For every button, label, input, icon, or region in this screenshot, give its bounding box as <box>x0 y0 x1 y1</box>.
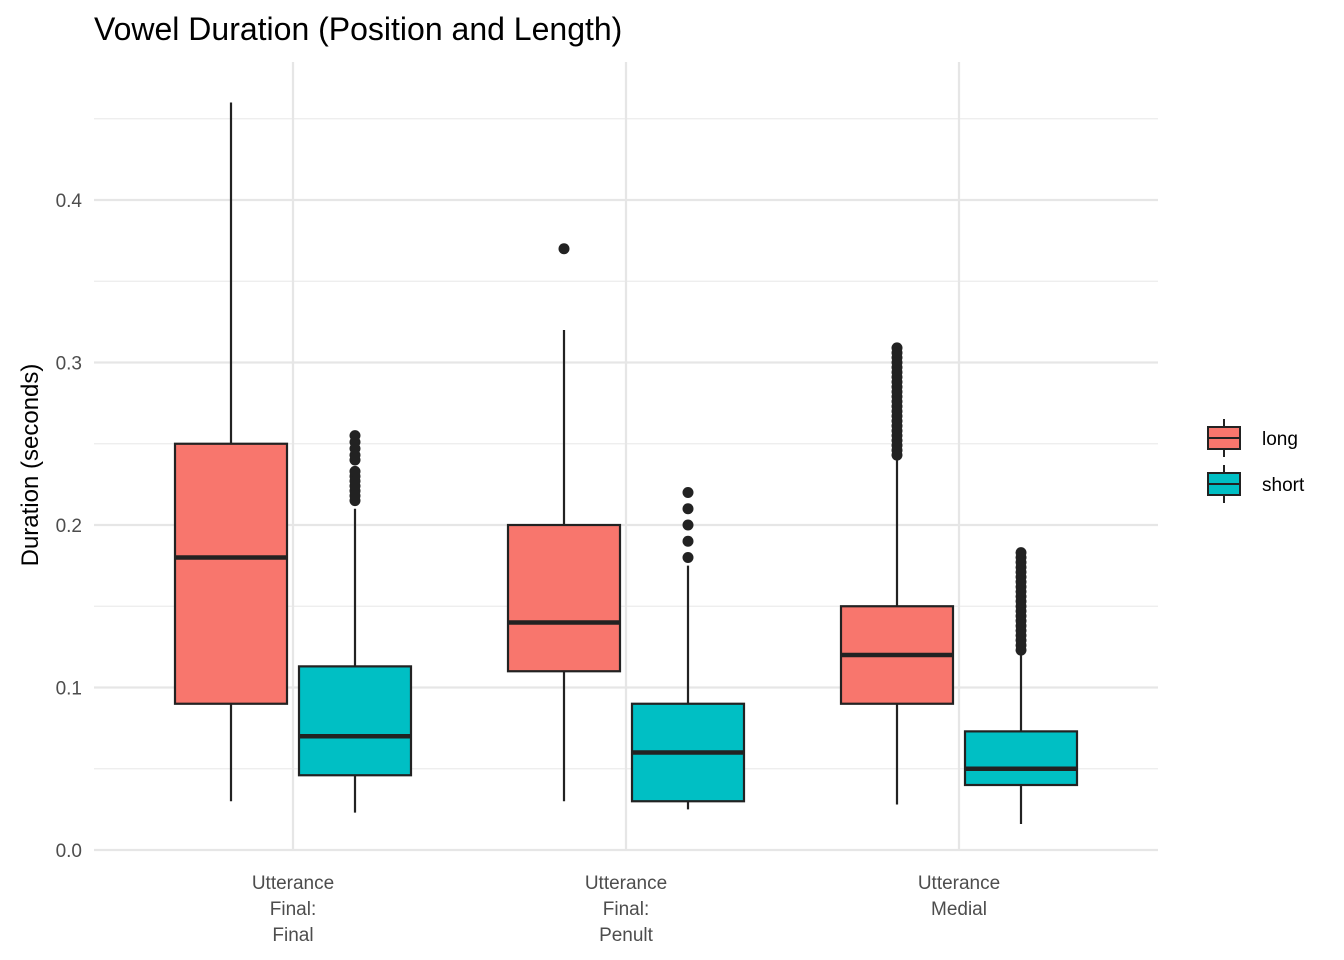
x-tick-label: Utterance Final: Penult <box>585 873 667 946</box>
outlier-point <box>682 519 694 531</box>
y-tick-label: 0.0 <box>56 841 82 862</box>
legend: long short <box>1207 419 1305 503</box>
outlier-point <box>349 430 361 442</box>
outlier-point <box>558 243 570 255</box>
box-short-2 <box>630 487 746 810</box>
y-axis: 0.0 0.1 0.2 0.3 0.4 <box>56 191 83 862</box>
legend-item-short: short <box>1207 465 1305 503</box>
boxplot-boxes <box>173 102 1079 824</box>
outlier-point <box>1015 547 1027 559</box>
box-long-1 <box>173 102 289 802</box>
box-iqr <box>963 730 1079 787</box>
legend-item-long: long <box>1207 419 1298 457</box>
y-tick-label: 0.3 <box>56 354 82 375</box>
box-short-1 <box>297 430 413 813</box>
outlier-point <box>682 503 694 515</box>
outlier-point <box>349 465 361 477</box>
x-tick-label: Utterance Medial <box>918 873 1000 920</box>
y-tick-label: 0.2 <box>56 516 82 537</box>
legend-label: long <box>1262 429 1298 450</box>
y-tick-label: 0.1 <box>56 679 82 700</box>
box-iqr <box>297 665 413 777</box>
x-tick-label: Utterance Final: Final <box>252 873 334 946</box>
grid-lines <box>94 62 1158 852</box>
box-long-2 <box>506 243 622 802</box>
box-iqr <box>173 442 289 705</box>
box-iqr <box>506 523 622 673</box>
box-short-3 <box>963 547 1079 824</box>
outlier-point <box>682 552 694 563</box>
box-long-3 <box>839 342 955 805</box>
legend-label: short <box>1262 475 1305 496</box>
outlier-point <box>891 342 903 354</box>
y-axis-title: Duration (seconds) <box>17 364 44 567</box>
chart-title: Vowel Duration (Position and Length) <box>94 11 622 47</box>
outlier-point <box>682 487 694 498</box>
y-tick-label: 0.4 <box>56 191 83 212</box>
x-axis: Utterance Final: Final Utterance Final: Penul… <box>252 873 1000 946</box>
outlier-point <box>682 535 694 547</box>
